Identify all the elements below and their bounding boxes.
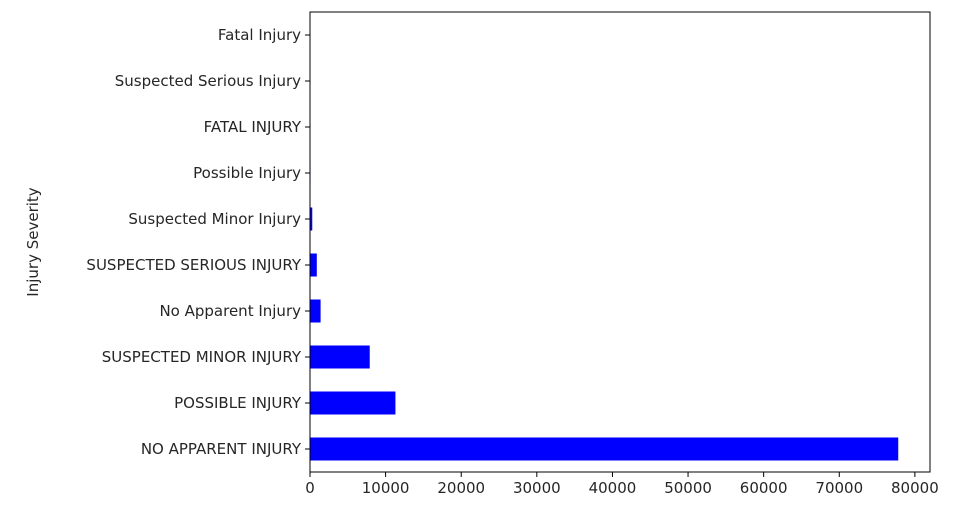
x-tick-label: 0 <box>305 479 315 497</box>
y-axis-label: Injury Severity <box>24 187 42 296</box>
x-tick-label: 80000 <box>891 479 939 497</box>
y-tick-label: No Apparent Injury <box>159 302 301 320</box>
x-tick-label: 20000 <box>437 479 485 497</box>
y-tick-label: SUSPECTED SERIOUS INJURY <box>86 256 301 274</box>
bar-1 <box>310 391 396 415</box>
y-ticks-group: NO APPARENT INJURY POSSIBLE INJURY SUSPECT… <box>86 26 310 458</box>
y-tick-label: Suspected Minor Injury <box>128 210 301 228</box>
x-tick-label: 30000 <box>513 479 561 497</box>
x-ticks-group: 0 10000 20000 30000 40000 50000 60000 70000 8000… <box>305 472 939 497</box>
bar-4 <box>310 253 317 277</box>
y-tick-label: Fatal Injury <box>218 26 301 44</box>
bar-3 <box>310 299 321 323</box>
y-tick-label: FATAL INJURY <box>204 118 302 136</box>
y-tick-label: NO APPARENT INJURY <box>141 440 302 458</box>
y-tick-label: POSSIBLE INJURY <box>174 394 302 412</box>
y-tick-label: Possible Injury <box>193 164 301 182</box>
bar-5 <box>310 207 313 231</box>
bars-group <box>310 23 899 461</box>
y-tick-label: Suspected Serious Injury <box>115 72 301 90</box>
bar-0 <box>310 437 899 461</box>
plot-frame <box>309 11 931 473</box>
x-tick-label: 60000 <box>740 479 788 497</box>
x-tick-label: 50000 <box>664 479 712 497</box>
bar-2 <box>310 345 370 369</box>
x-tick-label: 70000 <box>815 479 863 497</box>
y-tick-label: SUSPECTED MINOR INJURY <box>102 348 302 366</box>
x-tick-label: 10000 <box>362 479 410 497</box>
x-tick-label: 40000 <box>589 479 637 497</box>
